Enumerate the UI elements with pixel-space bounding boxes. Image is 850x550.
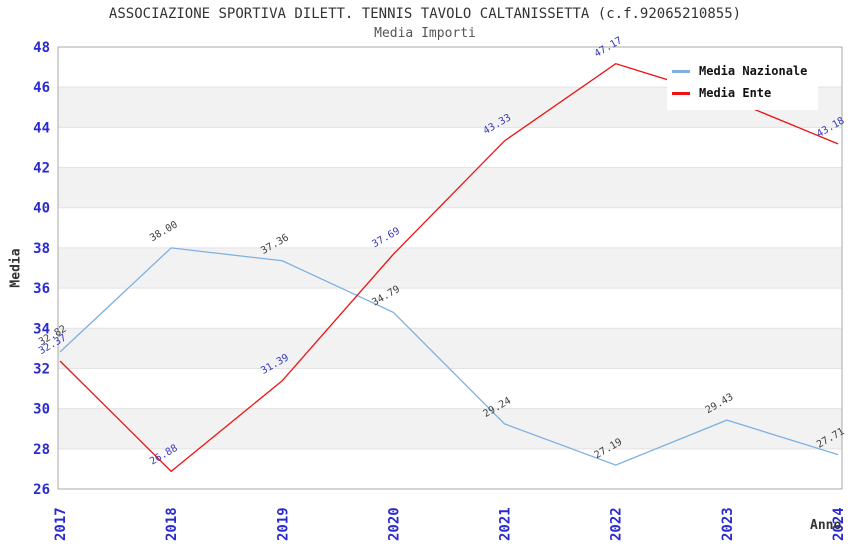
y-tick-label: 34 [33, 321, 50, 337]
legend-swatch-media-nazionale-icon [672, 69, 690, 73]
chart-title: ASSOCIAZIONE SPORTIVA DILETT. TENNIS TAV… [108, 6, 742, 22]
y-tick-label: 36 [33, 281, 50, 297]
y-tick-label: 30 [33, 402, 50, 418]
y-tick-label: 46 [33, 80, 50, 96]
plot-border [57, 46, 843, 490]
y-axis-title: Media [8, 248, 24, 288]
y-tick-label: 44 [33, 120, 50, 136]
legend-label: Media Nazionale [699, 64, 808, 78]
legend-entry-media-ente: Media Ente [672, 82, 818, 104]
y-tick-label: 32 [33, 361, 50, 377]
y-tick-label: 48 [33, 40, 50, 56]
x-tick-label: 2022 [609, 507, 625, 541]
chart-subtitle: Media Importi [374, 26, 476, 41]
series-line-0 [59, 247, 839, 466]
legend: Media Nazionale Media Ente [667, 54, 818, 110]
grid-band [58, 247, 842, 289]
x-tick-label: 2019 [275, 507, 291, 541]
x-tick-label: 2020 [386, 507, 402, 541]
grid-band [58, 167, 842, 208]
legend-entry-media-nazionale: Media Nazionale [672, 60, 818, 82]
y-tick-label: 40 [33, 201, 50, 217]
x-tick-label: 2023 [720, 507, 736, 541]
y-tick-label: 38 [33, 241, 50, 257]
x-tick-label: 2021 [498, 507, 514, 541]
x-tick-label: 2018 [164, 507, 180, 541]
grid-band [58, 408, 842, 449]
y-tick-label: 28 [33, 442, 50, 458]
x-axis-title: Anno [810, 518, 842, 533]
y-tick-label: 42 [33, 161, 50, 177]
legend-label: Media Ente [699, 86, 772, 100]
grid-band [58, 328, 842, 369]
point-label-0: 38.00 [148, 219, 180, 244]
y-tick-label: 26 [33, 482, 50, 498]
legend-swatch-media-ente-icon [672, 91, 690, 95]
point-label-1: 47.17 [593, 35, 625, 60]
point-label-1: 37.69 [370, 226, 402, 251]
x-tick-label: 2017 [53, 507, 69, 541]
x-tick-label: 2024 [831, 507, 847, 541]
